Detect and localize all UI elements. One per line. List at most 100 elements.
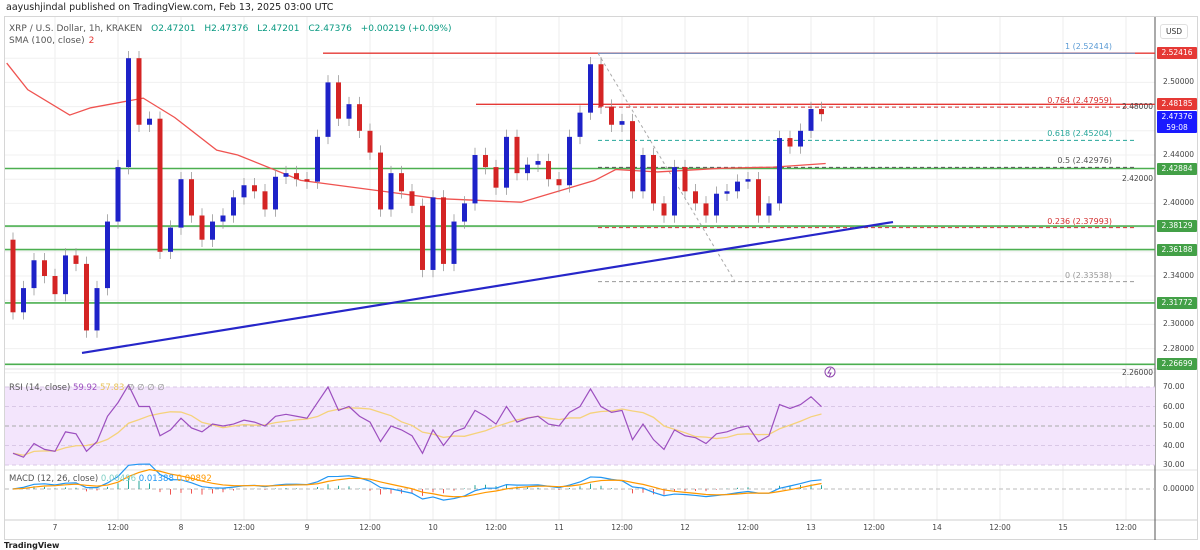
price-tag-value: 2.31772 (1161, 297, 1193, 307)
x-tick-label: 8 (178, 523, 184, 532)
symbol-name[interactable]: XRP / U.S. Dollar, 1h, KRAKEN (9, 24, 143, 34)
candle-body (714, 193, 719, 216)
candle-body (556, 179, 562, 186)
macd-label: MACD (12, 26, close) (9, 474, 99, 484)
candle-body (693, 191, 698, 204)
candle-body (703, 203, 709, 216)
candle-body (514, 136, 520, 174)
candle-body (136, 58, 142, 125)
rsi-tick-label: 50.00 (1163, 421, 1185, 430)
macd-hist-value: 0.00496 (100, 474, 137, 484)
candle-body (661, 203, 667, 216)
price-tag: 2.36188 (1157, 243, 1197, 256)
candle-body (819, 109, 824, 115)
candle-body (388, 173, 394, 210)
fib-level-label: 0.236 (2.37993) (1047, 216, 1112, 226)
candle-body (157, 118, 163, 252)
candle-body (325, 82, 331, 137)
macd-signal-value: 0.00892 (176, 474, 212, 484)
x-tick-label: 12:00 (485, 523, 507, 532)
rsi-extra-values: ∅ ∅ ∅ ∅ (127, 383, 165, 393)
candle-body (640, 155, 646, 192)
candle-body (651, 155, 656, 204)
candle-body (409, 191, 415, 206)
x-tick-label: 12:00 (737, 523, 759, 532)
lightning-alert-icon (824, 366, 836, 378)
candle-body (273, 176, 278, 210)
candle-body (504, 136, 509, 188)
x-tick-label: 11 (554, 523, 564, 532)
rsi-value: 59.92 (72, 383, 98, 393)
candle-body (462, 203, 467, 222)
candle-body (147, 118, 152, 125)
fib-level-label: 1 (2.52414) (1065, 42, 1112, 52)
candle-body (294, 173, 299, 180)
candle-body (766, 203, 772, 216)
candle-body (304, 179, 310, 182)
candle-body (231, 197, 236, 216)
y-tick-label: 2.48000 (1121, 101, 1153, 111)
symbol-legend: XRP / U.S. Dollar, 1h, KRAKEN O2.47201 H… (9, 24, 452, 34)
sma-value: 2 (88, 36, 95, 46)
x-tick-label: 12:00 (863, 523, 885, 532)
macd-line (12, 463, 822, 501)
candle-body (105, 221, 110, 289)
candle-body (357, 104, 362, 131)
rsi-tick-label: 60.00 (1163, 401, 1185, 411)
candle-body (126, 58, 131, 168)
candle-body (346, 104, 352, 119)
macd-legend[interactable]: MACD (12, 26, close) 0.00496 0.01388 0.0… (9, 474, 212, 484)
rsi-tick-label: 70.00 (1163, 382, 1185, 391)
candle-body (472, 155, 478, 204)
candle-body (672, 167, 677, 216)
candle-body (630, 121, 635, 192)
x-tick-label: 12:00 (989, 523, 1011, 532)
candle-body (483, 155, 488, 168)
price-tag: 2.52416 (1157, 47, 1197, 60)
ohlc-low: L2.47201 (257, 24, 300, 34)
candle-body (315, 136, 320, 182)
macd-value: 0.01388 (138, 474, 174, 484)
x-tick-label: 14 (932, 523, 942, 532)
sma-legend[interactable]: SMA (100, close) 2 (9, 36, 94, 46)
trendline (81, 220, 894, 355)
rsi-legend[interactable]: RSI (14, close) 59.92 57.83 ∅ ∅ ∅ ∅ (9, 383, 165, 393)
rsi-tick-label: 40.00 (1163, 440, 1185, 450)
x-tick-label: 15 (1058, 523, 1068, 532)
price-tag: 2.38129 (1157, 220, 1197, 233)
candle-body (367, 130, 373, 153)
candle-body (399, 173, 404, 192)
y-tick-label: 2.42000 (1121, 174, 1153, 184)
rsi-line (12, 383, 822, 458)
candle-body (777, 138, 782, 204)
x-tick-label: 9 (304, 523, 310, 532)
fib-diagonal (597, 52, 736, 282)
candle-body (588, 64, 593, 113)
price-tag-value: 2.47376 (1161, 112, 1193, 122)
x-tick-label: 12:00 (359, 523, 381, 532)
ohlc-close: C2.47376 (308, 24, 352, 34)
y-tick-label: 2.30000 (1163, 319, 1195, 329)
fib-level-label: 0.5 (2.42976) (1057, 156, 1112, 166)
price-tag-value: 2.48185 (1161, 99, 1193, 109)
candle-body (756, 179, 761, 216)
macd-tick-label: 0.00000 (1163, 484, 1195, 493)
candle-body (84, 263, 89, 331)
candle-body (451, 221, 457, 264)
publisher-caption: aayushjindal published on TradingView.co… (6, 2, 334, 13)
currency-label[interactable]: USD (1160, 24, 1189, 39)
candle-body (619, 121, 625, 125)
price-tag: 2.26699 (1157, 358, 1197, 371)
candle-body (189, 179, 194, 216)
bar-countdown: 59:08 (1166, 123, 1188, 133)
y-tick-label: 2.26000 (1121, 367, 1153, 377)
candle-body (430, 197, 436, 270)
ohlc-open: O2.47201 (151, 24, 196, 34)
candle-body (31, 260, 37, 289)
candle-body (735, 181, 740, 192)
fib-level-label: 0.764 (2.47959) (1047, 96, 1112, 106)
sma-line (6, 62, 826, 203)
macd-signal-line (12, 469, 822, 498)
x-tick-label: 10 (428, 523, 438, 532)
